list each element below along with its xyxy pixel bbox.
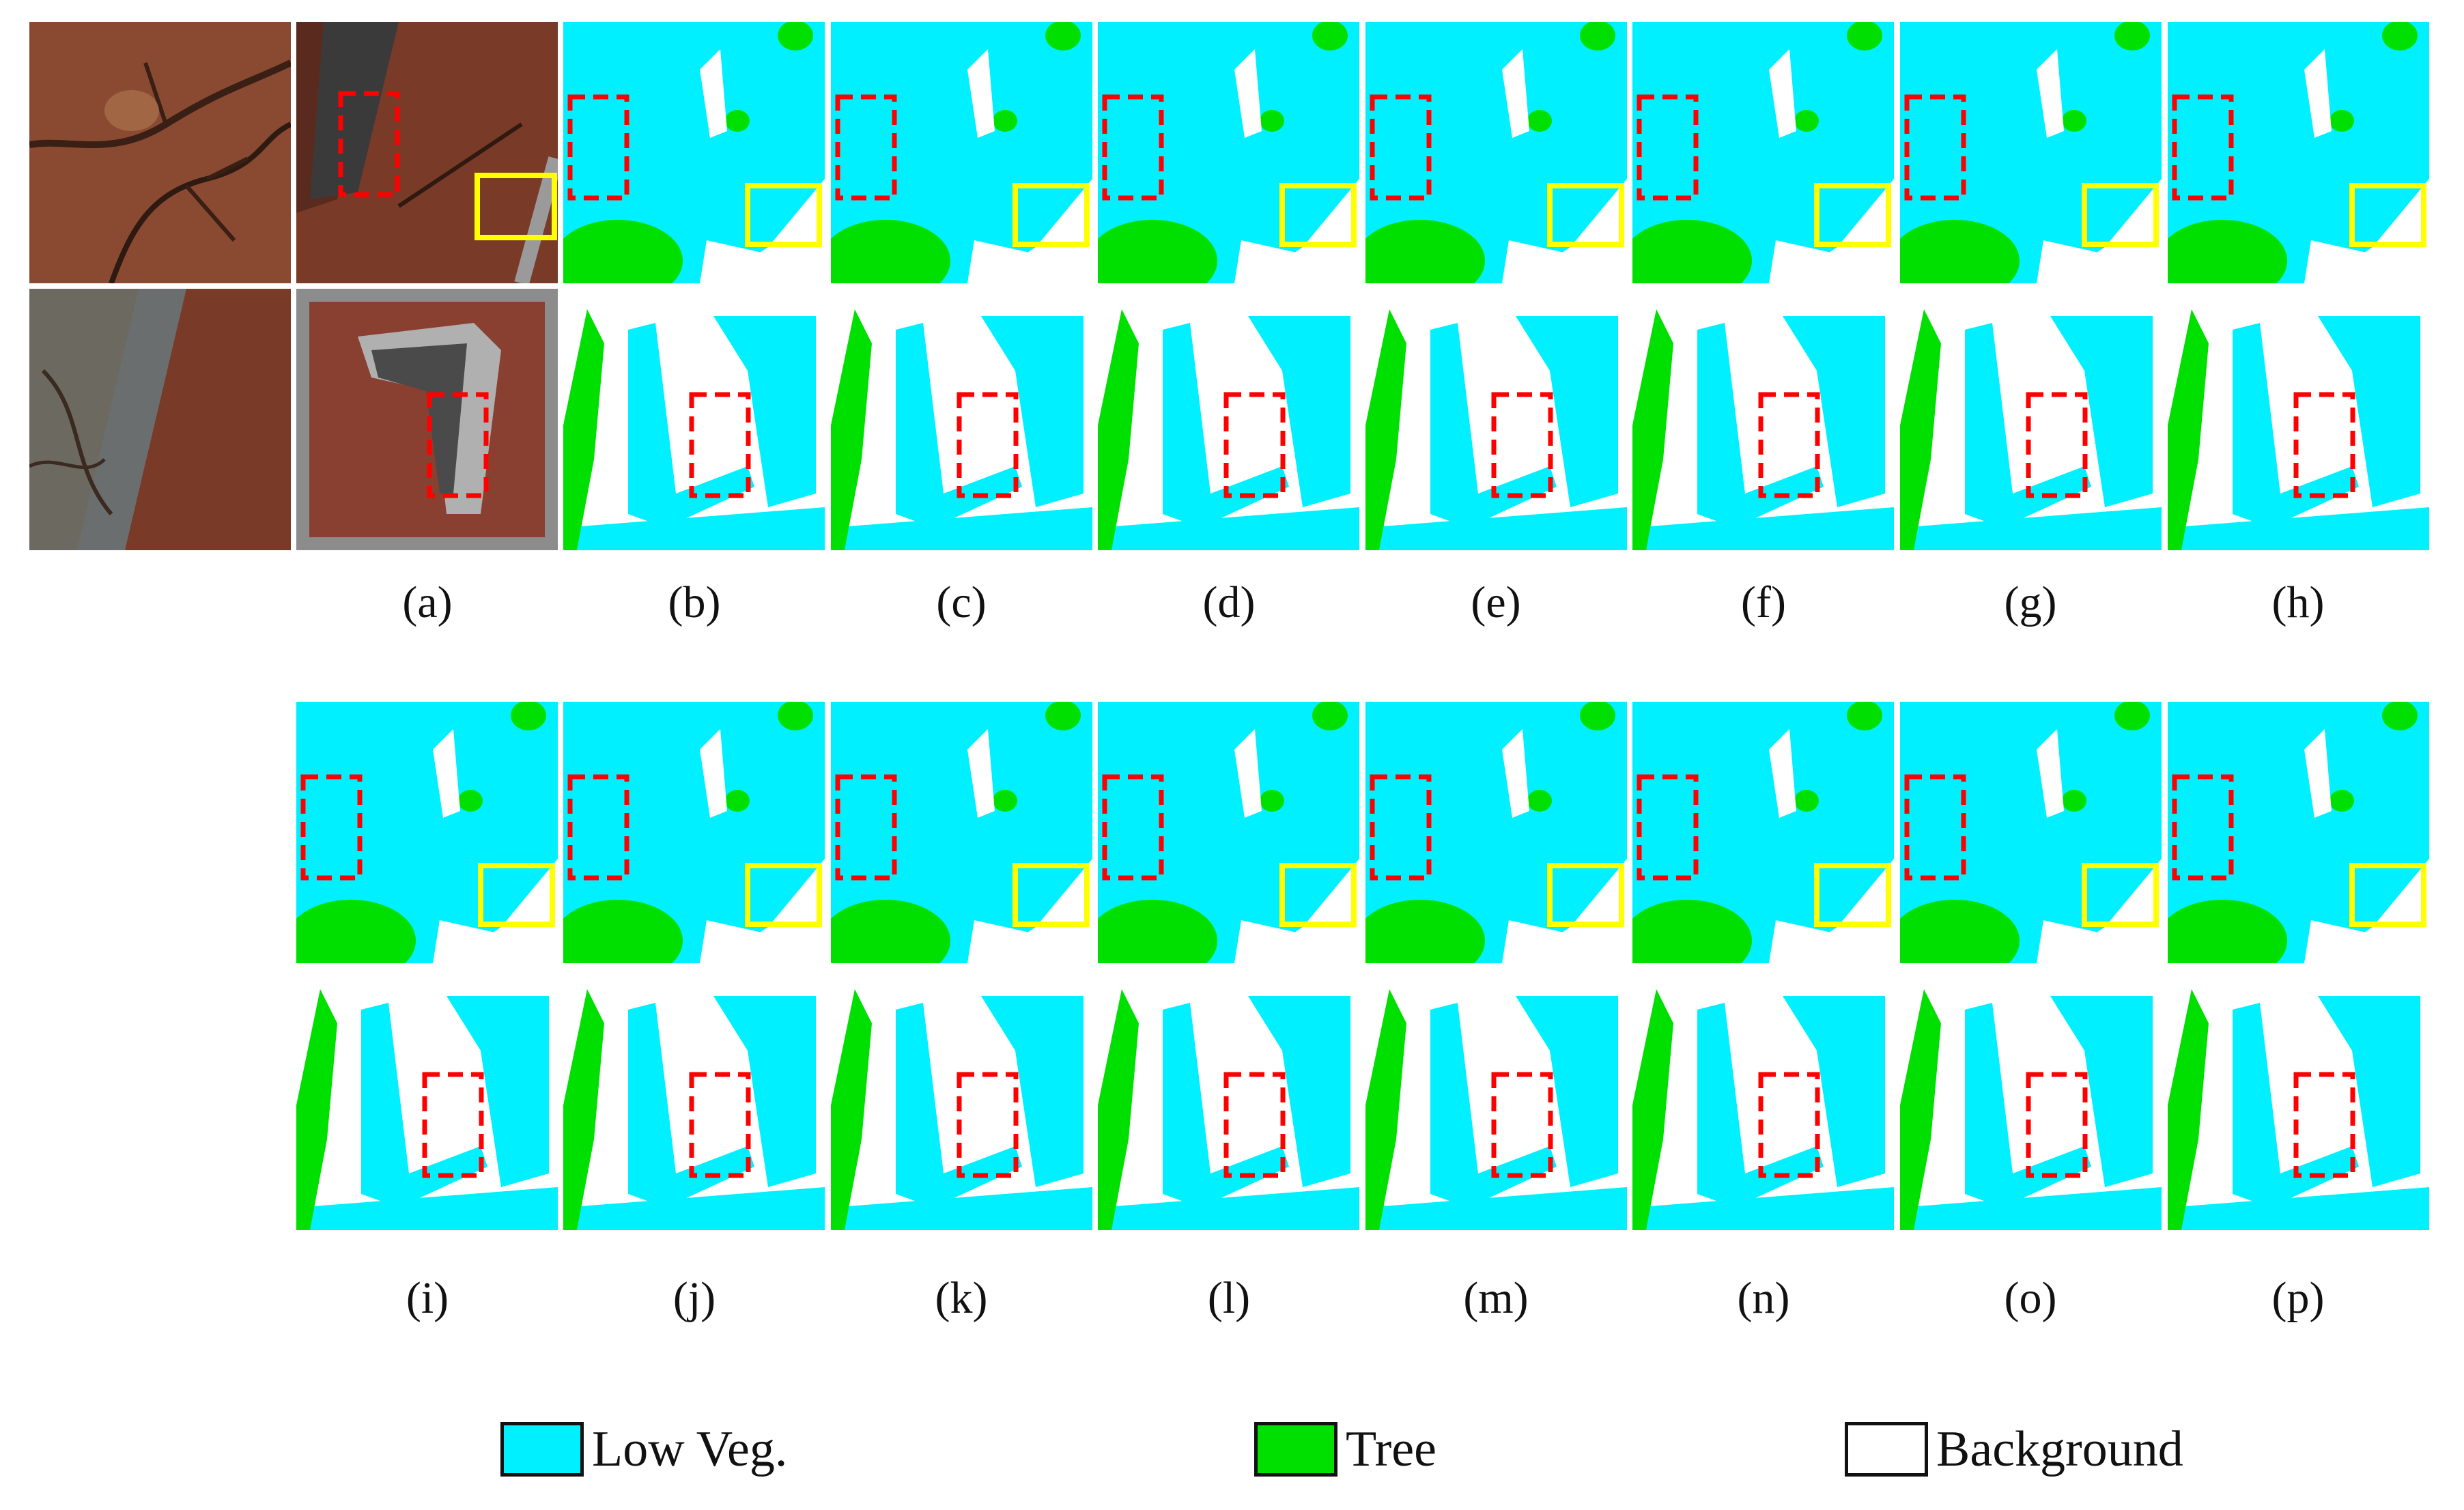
segmentation-bottom-b [563, 289, 825, 550]
segmentation-bottom-o [1900, 969, 2162, 1230]
legend-tree: Tree [1254, 1419, 1436, 1480]
legend-swatch-low-veg [500, 1422, 584, 1477]
panel-label-l: (l) [1207, 1273, 1251, 1323]
segmentation-top-l [1098, 702, 1359, 963]
input-image-top-right [296, 22, 558, 283]
panel-label-p: (p) [2271, 1273, 2325, 1323]
panel-label-i: (i) [406, 1273, 449, 1323]
segmentation-top-d [1098, 22, 1359, 283]
input-image-bottom-left [29, 289, 291, 550]
panel-label-m: (m) [1463, 1273, 1529, 1323]
legend-label-tree: Tree [1346, 1421, 1436, 1477]
panel-label-f: (f) [1741, 578, 1786, 627]
legend-swatch-background [1845, 1422, 1928, 1477]
segmentation-top-p [2168, 702, 2429, 963]
segmentation-top-m [1365, 702, 1627, 963]
segmentation-top-c [831, 22, 1092, 283]
panel-label-o: (o) [2004, 1273, 2057, 1323]
segmentation-bottom-h [2168, 289, 2429, 550]
panel-label-c: (c) [936, 578, 987, 627]
legend-swatch-tree [1254, 1422, 1337, 1477]
panel-label-b: (b) [668, 578, 721, 627]
segmentation-bottom-m [1365, 969, 1627, 1230]
segmentation-bottom-p [2168, 969, 2429, 1230]
segmentation-bottom-k [831, 969, 1092, 1230]
segmentation-top-k [831, 702, 1092, 963]
segmentation-top-h [2168, 22, 2429, 283]
segmentation-top-n [1632, 702, 1894, 963]
panel-label-g: (g) [2004, 578, 2057, 627]
panel-label-j: (j) [672, 1273, 716, 1323]
panel-label-h: (h) [2271, 578, 2325, 627]
legend-background: Background [1845, 1419, 2183, 1480]
legend-label-background: Background [1936, 1421, 2183, 1477]
segmentation-bottom-f [1632, 289, 1894, 550]
segmentation-bottom-g [1900, 289, 2162, 550]
segmentation-bottom-n [1632, 969, 1894, 1230]
panel-label-k: (k) [935, 1273, 988, 1323]
segmentation-top-o [1900, 702, 2162, 963]
panel-label-d: (d) [1202, 578, 1256, 627]
segmentation-bottom-c [831, 289, 1092, 550]
segmentation-bottom-j [563, 969, 825, 1230]
segmentation-bottom-l [1098, 969, 1359, 1230]
input-image-top-left [29, 22, 291, 283]
legend-low-veg: Low Veg. [500, 1419, 787, 1480]
segmentation-top-b [563, 22, 825, 283]
segmentation-top-f [1632, 22, 1894, 283]
segmentation-top-i [296, 702, 558, 963]
panel-label-n: (n) [1737, 1273, 1790, 1323]
segmentation-top-g [1900, 22, 2162, 283]
input-image-bottom-right [296, 289, 558, 550]
segmentation-top-e [1365, 22, 1627, 283]
segmentation-bottom-i [296, 969, 558, 1230]
segmentation-bottom-e [1365, 289, 1627, 550]
legend-label-low-veg: Low Veg. [592, 1421, 788, 1477]
panel-label-e: (e) [1471, 578, 1521, 627]
segmentation-top-j [563, 702, 825, 963]
panel-label-a: (a) [402, 578, 453, 627]
segmentation-bottom-d [1098, 289, 1359, 550]
